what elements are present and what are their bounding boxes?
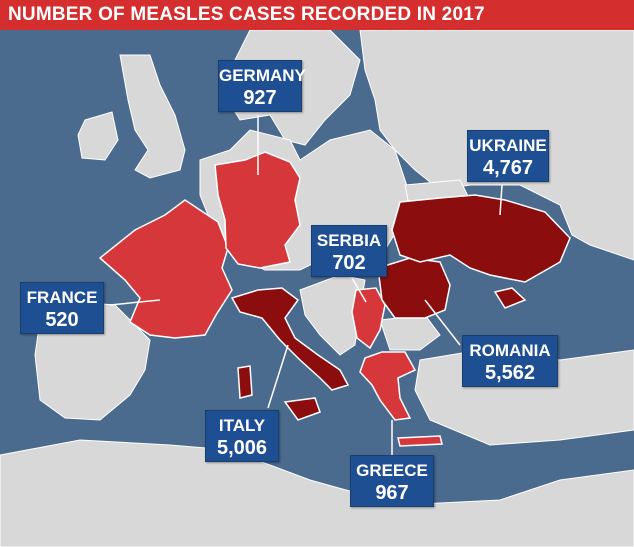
land-north-africa: [0, 439, 634, 547]
callout-pointers: [109, 115, 503, 455]
callout-france-cases: 520: [45, 309, 79, 331]
callout-romania: ROMANIA 5,562: [462, 335, 558, 387]
country-serbia: [351, 287, 386, 350]
country-greece-crete: [397, 435, 443, 447]
country-ukraine: [391, 194, 571, 283]
pointer-serbia: [351, 277, 367, 303]
callout-romania-name: ROMANIA: [469, 341, 551, 360]
callout-germany-name: GERMANY: [219, 66, 306, 85]
callout-italy-name: ITALY: [218, 416, 266, 435]
callout-france-name: FRANCE: [26, 288, 98, 307]
country-romania: [377, 257, 451, 319]
callout-greece: GREECE 967: [350, 455, 434, 507]
callout-serbia: SERBIA 702: [311, 225, 387, 277]
pointer-ukraine: [499, 184, 503, 216]
country-germany: [214, 151, 301, 269]
callout-germany-cases: 927: [243, 87, 277, 109]
callout-germany: GERMANY 927: [218, 60, 306, 112]
land-great-britain: [119, 54, 186, 179]
callout-italy: ITALY 5,006: [205, 410, 279, 462]
highlighted-countries: [98, 151, 571, 447]
callout-ukraine-cases: 4,767: [482, 157, 534, 179]
map-title: NUMBER OF MEASLES CASES RECORDED IN 2017: [0, 0, 634, 30]
pointer-romania: [424, 299, 461, 346]
callout-france: FRANCE 520: [20, 282, 104, 334]
callout-serbia-cases: 702: [332, 252, 366, 274]
country-italy-sardinia: [237, 365, 253, 399]
callout-ukraine-name: UKRAINE: [469, 136, 547, 155]
callout-greece-cases: 967: [375, 482, 409, 504]
country-ukraine-crimea: [493, 287, 527, 309]
callout-italy-cases: 5,006: [216, 437, 268, 459]
country-france: [98, 199, 233, 339]
land-ireland: [77, 111, 119, 161]
callout-ukraine: UKRAINE 4,767: [467, 130, 549, 182]
pointer-italy: [267, 344, 289, 409]
pointer-france: [109, 299, 161, 306]
callout-greece-name: GREECE: [356, 461, 428, 480]
country-greece: [359, 351, 417, 421]
country-italy-sicily: [283, 397, 321, 421]
callout-serbia-name: SERBIA: [316, 231, 382, 250]
callout-romania-cases: 5,562: [484, 362, 536, 384]
country-italy: [230, 287, 350, 391]
